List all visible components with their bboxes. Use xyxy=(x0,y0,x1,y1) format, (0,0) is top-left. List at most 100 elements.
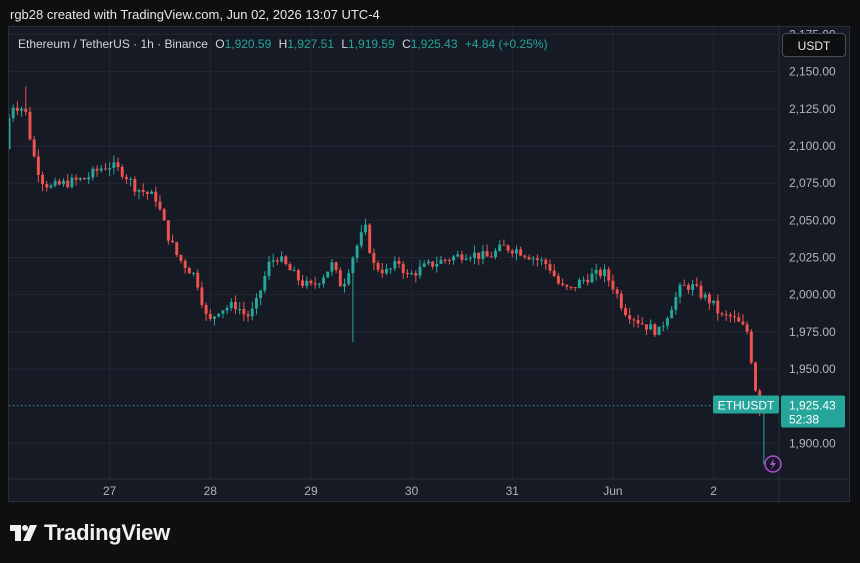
candle-body xyxy=(443,259,447,261)
candle-body xyxy=(590,273,594,283)
candle-body xyxy=(15,107,19,111)
candle-body xyxy=(292,270,296,272)
candle-body xyxy=(733,316,737,318)
candle-body xyxy=(569,286,573,288)
candle-body xyxy=(66,180,70,187)
y-tick-label: 2,150.00 xyxy=(789,65,836,79)
candle-body xyxy=(57,181,61,185)
candle-body xyxy=(74,177,78,180)
candle-body xyxy=(296,270,300,281)
candle-body xyxy=(368,224,372,253)
candle-body xyxy=(720,313,724,315)
candle-body xyxy=(384,268,388,274)
candle-body xyxy=(678,284,682,297)
candle-body xyxy=(741,321,745,325)
candle-body xyxy=(187,267,191,274)
candle-body xyxy=(712,300,716,304)
candle-body xyxy=(489,256,493,258)
legend-low-value: 1,919.59 xyxy=(348,37,395,51)
candle-body xyxy=(133,178,137,192)
candle-body xyxy=(83,178,86,180)
candlestick-chart[interactable]: 1,900.001,925.001,950.001,975.002,000.00… xyxy=(9,27,850,502)
candle-body xyxy=(628,315,632,320)
candle-body xyxy=(586,279,590,283)
candle-body xyxy=(129,178,133,180)
x-tick-label: 28 xyxy=(204,484,218,498)
candle-body xyxy=(393,261,397,269)
candle-body xyxy=(32,139,36,157)
candle-body xyxy=(200,287,204,306)
candle-body xyxy=(565,284,569,287)
candle-body xyxy=(447,260,451,262)
candle-body xyxy=(91,168,95,178)
candle-body xyxy=(322,277,326,284)
tradingview-logo-icon xyxy=(10,525,37,541)
candle-body xyxy=(41,174,45,185)
candle-body xyxy=(452,256,456,261)
legend-open-value: 1,920.59 xyxy=(224,37,272,51)
y-tick-label: 1,900.00 xyxy=(789,436,836,450)
candle-body xyxy=(11,107,15,119)
candle-body xyxy=(95,168,99,171)
candle-body xyxy=(401,263,405,273)
candle-body xyxy=(615,289,619,294)
candle-body xyxy=(196,272,200,288)
candle-body xyxy=(682,284,686,286)
candle-body xyxy=(506,245,510,251)
candle-body xyxy=(213,316,216,319)
candle-body xyxy=(439,259,443,264)
candle-body xyxy=(598,269,602,277)
candle-body xyxy=(745,324,749,332)
candle-body xyxy=(414,273,418,276)
candle-body xyxy=(703,294,707,298)
candle-body xyxy=(28,111,32,140)
quote-currency-button[interactable]: USDT xyxy=(782,33,846,57)
candle-body xyxy=(510,250,514,254)
candle-body xyxy=(53,181,57,186)
candle-body xyxy=(640,323,644,325)
candle-body xyxy=(305,280,309,286)
candle-body xyxy=(284,256,288,265)
candle-body xyxy=(460,254,464,260)
candle-body xyxy=(716,300,720,314)
candle-body xyxy=(464,258,468,260)
chart-credit: rgb28 created with TradingView.com, Jun … xyxy=(10,7,380,22)
candle-body xyxy=(158,201,162,210)
candle-body xyxy=(577,279,581,289)
candle-body xyxy=(45,184,49,188)
candle-body xyxy=(527,257,531,260)
candle-body xyxy=(78,178,82,180)
candle-body xyxy=(103,168,107,170)
chart-panel[interactable]: 1,900.001,925.001,950.001,975.002,000.00… xyxy=(8,26,850,502)
candle-body xyxy=(330,262,334,272)
legend-low-label: L xyxy=(341,37,349,51)
candle-body xyxy=(691,284,695,290)
candle-body xyxy=(120,166,124,177)
candle-body xyxy=(594,269,598,274)
candle-body xyxy=(607,269,611,281)
candle-body xyxy=(380,269,384,274)
legend-change: +4.84 (+0.25%) xyxy=(464,37,548,51)
candle-body xyxy=(355,245,359,258)
candle-body xyxy=(49,185,53,188)
candle-body xyxy=(62,180,65,185)
x-tick-label: 2 xyxy=(710,484,717,498)
y-tick-label: 1,950.00 xyxy=(789,362,836,376)
candle-body xyxy=(670,309,674,319)
candle-body xyxy=(498,244,502,251)
candle-body xyxy=(376,262,380,270)
candle-body xyxy=(221,310,225,314)
candle-body xyxy=(573,287,577,289)
y-tick-label: 2,100.00 xyxy=(789,139,836,153)
candle-body xyxy=(603,269,607,277)
legend-close-label: C xyxy=(402,37,411,51)
candle-body xyxy=(347,273,351,284)
candle-body xyxy=(141,189,145,192)
candle-body xyxy=(502,244,506,246)
candle-body xyxy=(561,283,565,285)
candle-body xyxy=(468,257,472,259)
candle-body xyxy=(275,260,279,262)
y-tick-label: 1,975.00 xyxy=(789,325,836,339)
candle-body xyxy=(267,261,271,277)
candle-body xyxy=(317,283,321,285)
